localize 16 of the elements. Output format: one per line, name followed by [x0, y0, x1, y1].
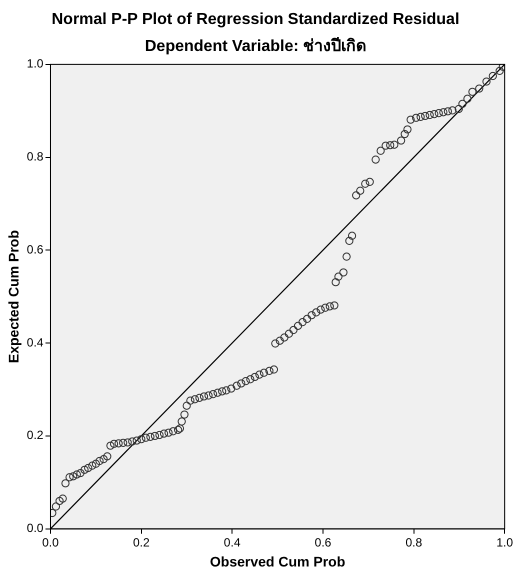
y-tick-label: 0.2	[26, 428, 44, 442]
chart-title: Normal P-P Plot of Regression Standardized Residual	[52, 11, 460, 28]
y-tick-label: 0.6	[26, 242, 44, 256]
y-axis-title: Expected Cum Prob	[5, 230, 22, 364]
x-tick-label: 0.4	[224, 535, 241, 550]
y-tick-label: 0.8	[26, 150, 44, 164]
y-tick-label: 0.0	[26, 521, 44, 536]
x-tick-label: 0.8	[405, 535, 422, 550]
x-tick-label: 1.0	[496, 535, 514, 550]
y-tick-label: 1.0	[26, 56, 44, 71]
x-tick-label: 0.6	[314, 535, 332, 550]
x-axis-title: Observed Cum Prob	[210, 553, 346, 570]
y-tick-label: 0.4	[26, 335, 44, 350]
chart-subtitle: Dependent Variable: ช่างปีเกิด	[144, 36, 366, 56]
x-tick-label: 0.0	[42, 535, 60, 550]
x-tick-label: 0.2	[132, 535, 150, 550]
